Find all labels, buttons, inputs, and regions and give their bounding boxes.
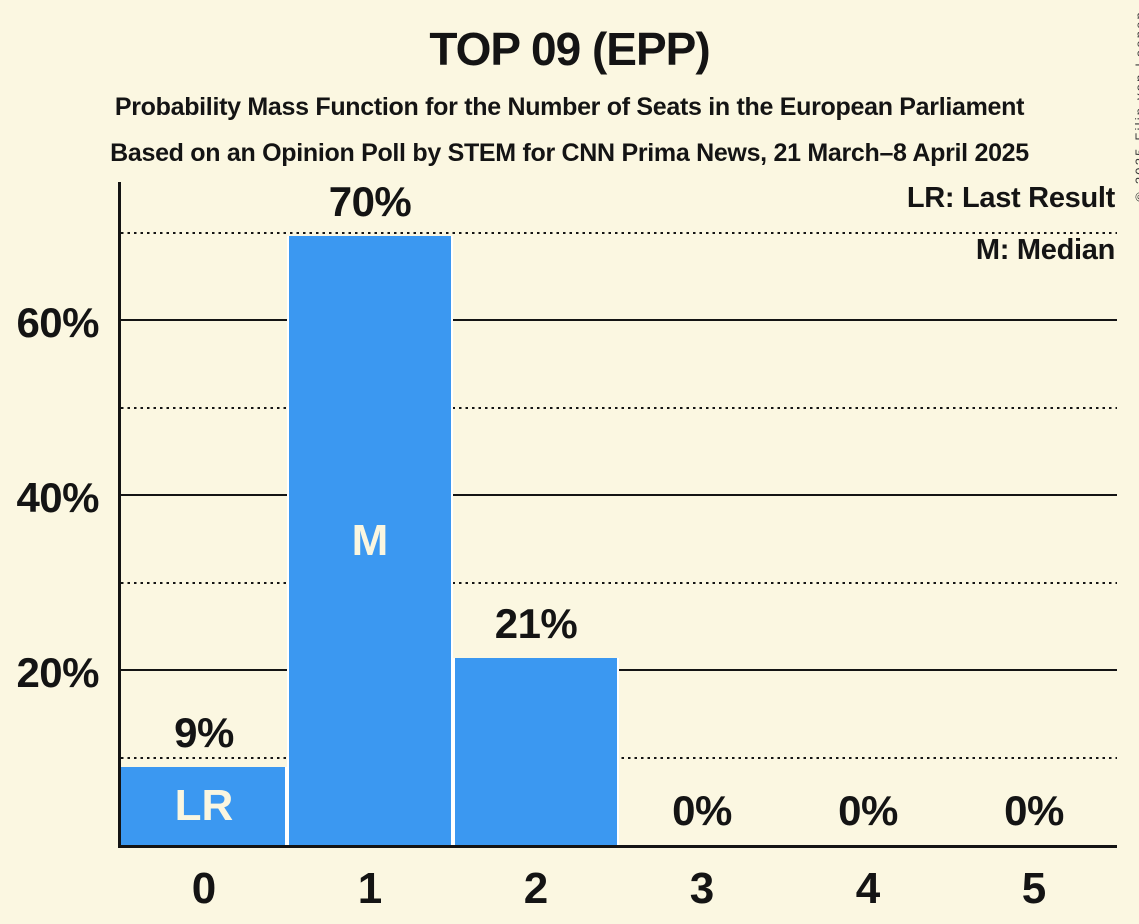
chart-subtitle-line2: Based on an Opinion Poll by STEM for CNN… [110, 139, 1029, 167]
bar-2 [453, 657, 619, 845]
x-axis-label-1: 1 [357, 864, 383, 913]
bar-fill [453, 657, 619, 845]
plot-area: 9% 70% 21% 0% 0% 0% LR M 20% 40% 60% 0 1 2 3 4 5 LR: L… [16, 178, 1117, 911]
bar-1 [287, 236, 453, 845]
legend-median: M: Median [975, 234, 1115, 266]
bar-0 [121, 767, 287, 845]
bar-value-label: 9% [174, 709, 234, 757]
bar-annotation-lr: LR [174, 781, 234, 831]
bar-value-label: 21% [494, 599, 578, 647]
chart-subtitle-line1: Probability Mass Function for the Number… [114, 93, 1025, 121]
legend-last-result: LR: Last Result [906, 182, 1115, 214]
y-axis-label-40: 40% [16, 474, 99, 521]
gridline-solid-20 [121, 669, 1117, 671]
copyright-note: © 2025 Filip van Laenen [1133, 10, 1139, 202]
gridline-dotted-30 [121, 581, 1117, 584]
chart-title: TOP 09 (EPP) [429, 23, 710, 75]
x-axis-label-2: 2 [523, 864, 549, 913]
bar-value-label: 0% [672, 787, 732, 834]
y-axis-label-20: 20% [16, 649, 99, 696]
gridline-dotted-70 [121, 231, 1117, 234]
gridline-solid-60 [121, 319, 1117, 321]
bar-annotation-m: M [351, 515, 389, 565]
x-axis-label-0: 0 [191, 864, 217, 913]
x-axis-label-4: 4 [855, 864, 881, 913]
gridline-dotted-50 [121, 406, 1117, 409]
x-axis-label-3: 3 [689, 864, 715, 913]
gridline-solid-40 [121, 494, 1117, 496]
bar-value-label: 70% [328, 178, 412, 225]
gridline-dotted-10 [121, 756, 1117, 759]
bar-value-label: 0% [838, 787, 898, 834]
bar-fill [121, 767, 287, 845]
bar-fill [287, 236, 453, 845]
y-axis-label-60: 60% [16, 299, 99, 346]
x-axis-label-5: 5 [1021, 864, 1047, 913]
bar-value-label: 0% [1004, 787, 1064, 834]
